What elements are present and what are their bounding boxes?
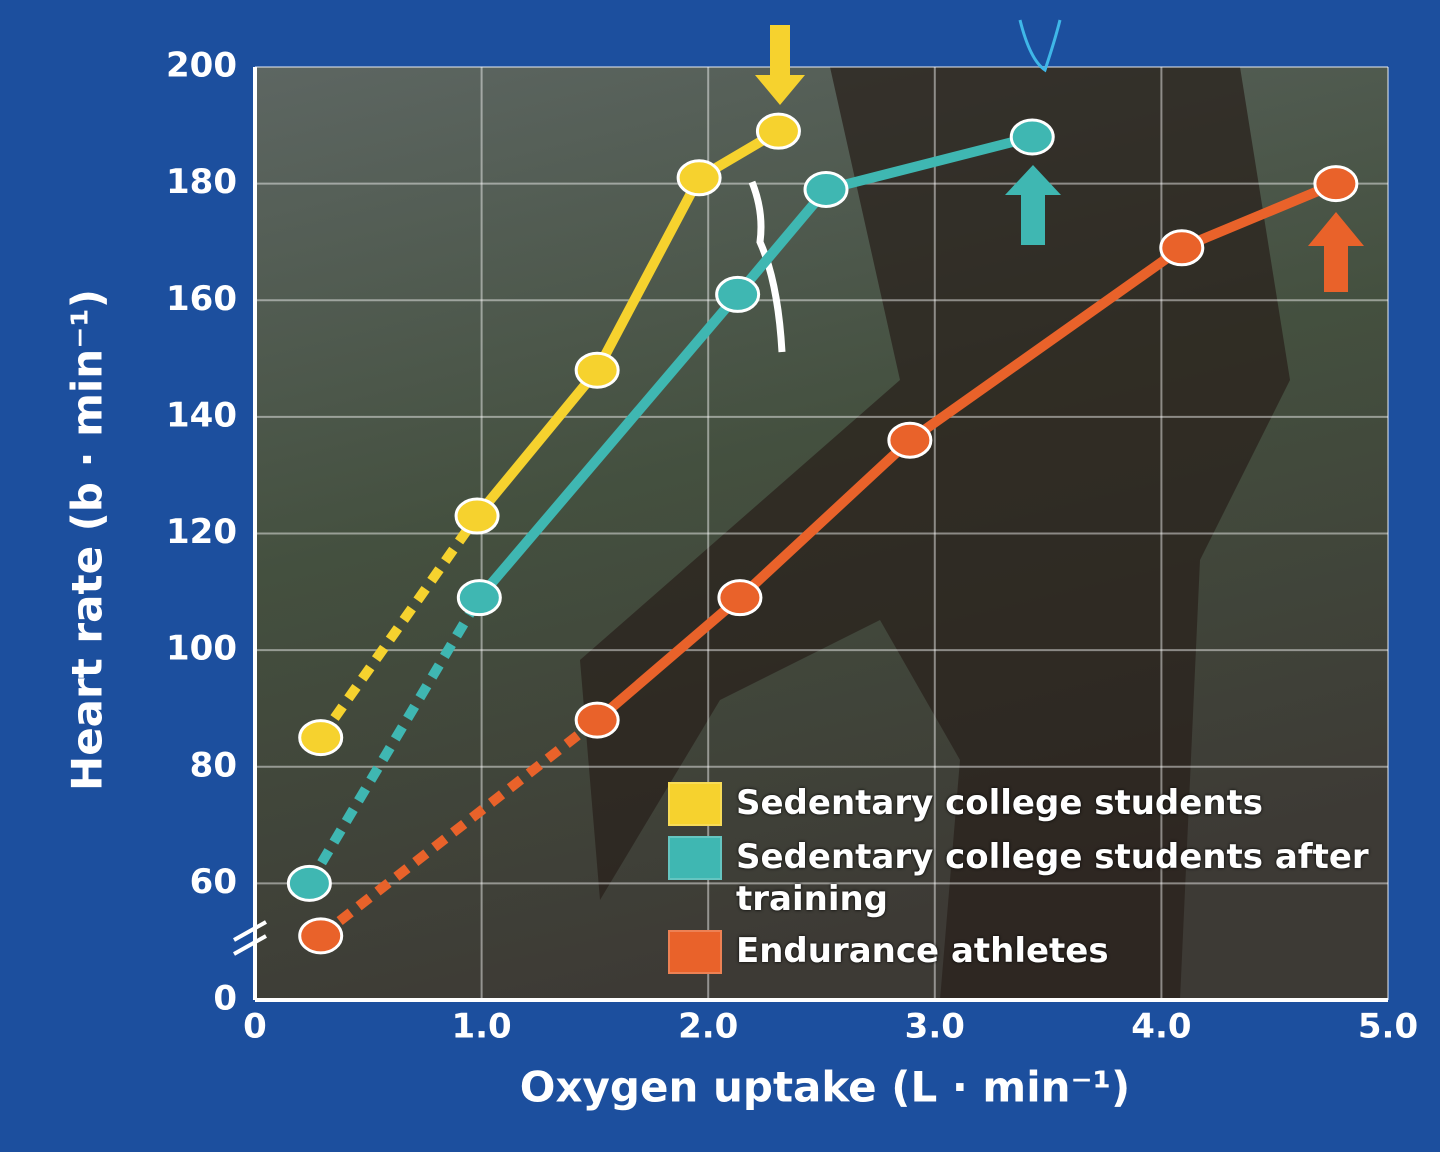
line-segment [906,243,1185,445]
y-tick-label: 80 [190,745,237,785]
data-point [454,497,500,535]
data-point [456,579,502,617]
y-tick-label: 180 [166,162,237,202]
data-point [574,701,620,739]
x-tick-label: 2.0 [678,1007,738,1047]
x-tick-label: 3.0 [905,1007,965,1047]
data-point [887,421,933,459]
legend-label: Endurance athletes [736,931,1109,971]
data-point [676,159,722,197]
y-tick-label: 0 [213,979,237,1019]
x-tick-label: 5.0 [1358,1007,1418,1047]
legend-label: Sedentary college students [736,783,1264,823]
legend-item: Endurance athletes [668,930,1388,974]
y-tick-label: 140 [166,395,237,435]
data-point [574,351,620,389]
data-point [1009,118,1055,156]
line-segment [592,175,704,373]
handwritten-mark [1018,19,1062,73]
legend-swatch [668,836,722,880]
data-point [1159,229,1205,267]
y-tick-label: 160 [166,279,237,319]
line-segment [316,513,482,741]
data-point [755,112,801,150]
legend: Sedentary college students Sedentary coll… [668,782,1388,984]
y-tick-label: 100 [166,629,237,669]
y-tick-label: 60 [190,862,237,902]
legend-swatch [668,930,722,974]
peak-arrow [755,25,805,105]
handwritten-mark [748,180,786,353]
data-point [298,719,344,757]
line-segment [593,593,744,724]
y-axis-label: Heart rate (b · min⁻¹) [63,289,112,791]
peak-arrow [1308,212,1364,292]
legend-item: Sedentary college students [668,782,1388,826]
x-axis-label: Oxygen uptake (L · min⁻¹) [520,1063,1131,1112]
legend-label: Sedentary college students after trainin… [736,837,1369,919]
x-tick-label: 1.0 [451,1007,511,1047]
x-tick-label: 0 [243,1007,267,1047]
peak-arrow [1005,165,1061,245]
data-point [286,864,332,902]
line-segment [473,367,602,520]
x-tick-label: 4.0 [1131,1007,1191,1047]
legend-swatch [668,782,722,826]
data-point [1313,165,1359,203]
line-segment [733,186,830,298]
line-segment [317,716,601,940]
line-segment [305,595,484,886]
data-point [717,579,763,617]
axis-break [233,920,267,956]
line-segment [824,132,1034,195]
data-point [803,170,849,208]
data-point [298,917,344,955]
y-tick-label: 120 [166,512,237,552]
y-tick-label: 200 [166,46,237,86]
data-point [715,275,761,313]
line-segment [736,436,914,602]
legend-item: Sedentary college students after trainin… [668,836,1388,920]
line-segment [475,291,742,601]
line-segment [1179,179,1338,253]
